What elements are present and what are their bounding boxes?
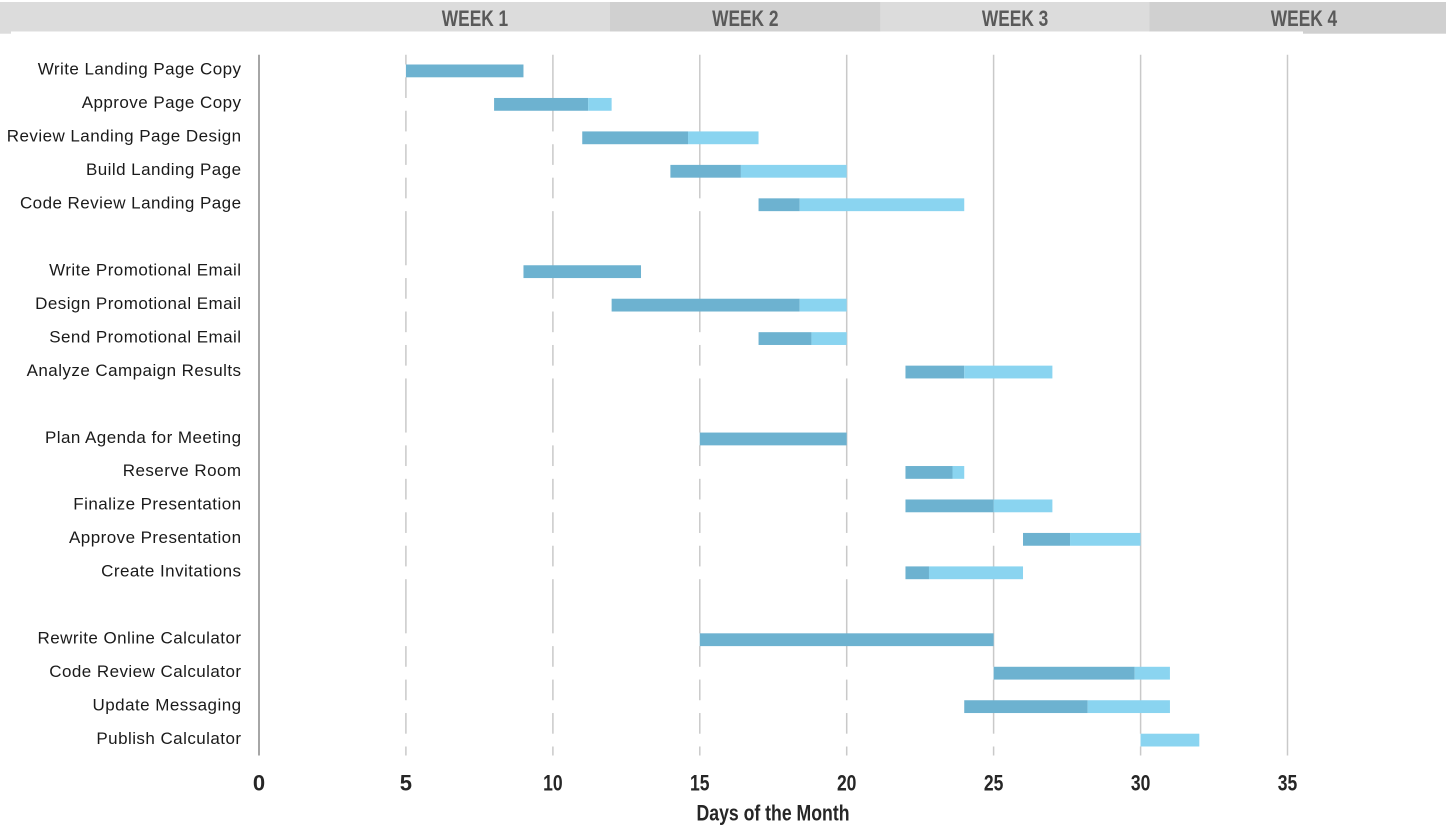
svg-text:Build Landing Page: Build Landing Page: [86, 160, 242, 179]
svg-text:Code Review Landing Page: Code Review Landing Page: [20, 194, 242, 213]
svg-text:30: 30: [1131, 771, 1151, 796]
svg-text:5: 5: [400, 771, 412, 796]
svg-text:Rewrite Online Calculator: Rewrite Online Calculator: [38, 629, 242, 648]
svg-text:Plan Agenda for Meeting: Plan Agenda for Meeting: [45, 428, 242, 447]
svg-text:WEEK 1: WEEK 1: [442, 6, 508, 31]
svg-text:20: 20: [837, 771, 857, 796]
svg-text:35: 35: [1278, 771, 1298, 796]
svg-text:Approve Presentation: Approve Presentation: [69, 528, 242, 547]
svg-text:15: 15: [690, 771, 710, 796]
svg-text:Create Invitations: Create Invitations: [101, 562, 241, 581]
svg-text:Design Promotional Email: Design Promotional Email: [35, 294, 241, 313]
svg-text:Finalize Presentation: Finalize Presentation: [73, 495, 241, 514]
svg-text:Reserve Room: Reserve Room: [123, 461, 242, 480]
svg-text:WEEK 3: WEEK 3: [982, 6, 1048, 31]
svg-text:Approve Page Copy: Approve Page Copy: [82, 93, 242, 112]
svg-text:Code Review Calculator: Code Review Calculator: [49, 662, 241, 681]
svg-text:Update Messaging: Update Messaging: [93, 695, 242, 714]
svg-text:Write Promotional Email: Write Promotional Email: [49, 260, 241, 279]
svg-text:Write Landing Page Copy: Write Landing Page Copy: [38, 60, 242, 79]
svg-text:0: 0: [253, 771, 265, 796]
svg-text:WEEK 2: WEEK 2: [712, 6, 778, 31]
svg-text:Send Promotional Email: Send Promotional Email: [49, 327, 241, 346]
svg-text:Analyze Campaign Results: Analyze Campaign Results: [27, 361, 242, 380]
svg-text:Review Landing Page Design: Review Landing Page Design: [7, 127, 242, 146]
svg-text:10: 10: [543, 771, 563, 796]
svg-text:WEEK 4: WEEK 4: [1271, 6, 1338, 31]
svg-text:Days of the Month: Days of the Month: [697, 801, 850, 826]
svg-text:Publish Calculator: Publish Calculator: [96, 729, 241, 748]
svg-text:25: 25: [984, 771, 1004, 796]
